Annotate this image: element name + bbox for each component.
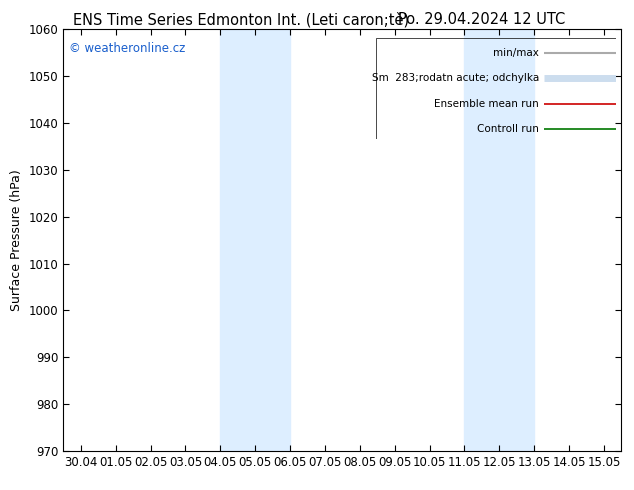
Text: Po. 29.04.2024 12 UTC: Po. 29.04.2024 12 UTC bbox=[398, 12, 566, 27]
Text: © weatheronline.cz: © weatheronline.cz bbox=[69, 42, 185, 55]
Bar bbox=[464, 29, 534, 451]
Text: ENS Time Series Edmonton Int. (Leti caron;tě): ENS Time Series Edmonton Int. (Leti caro… bbox=[73, 12, 409, 28]
Bar bbox=[221, 29, 290, 451]
Y-axis label: Surface Pressure (hPa): Surface Pressure (hPa) bbox=[10, 169, 23, 311]
